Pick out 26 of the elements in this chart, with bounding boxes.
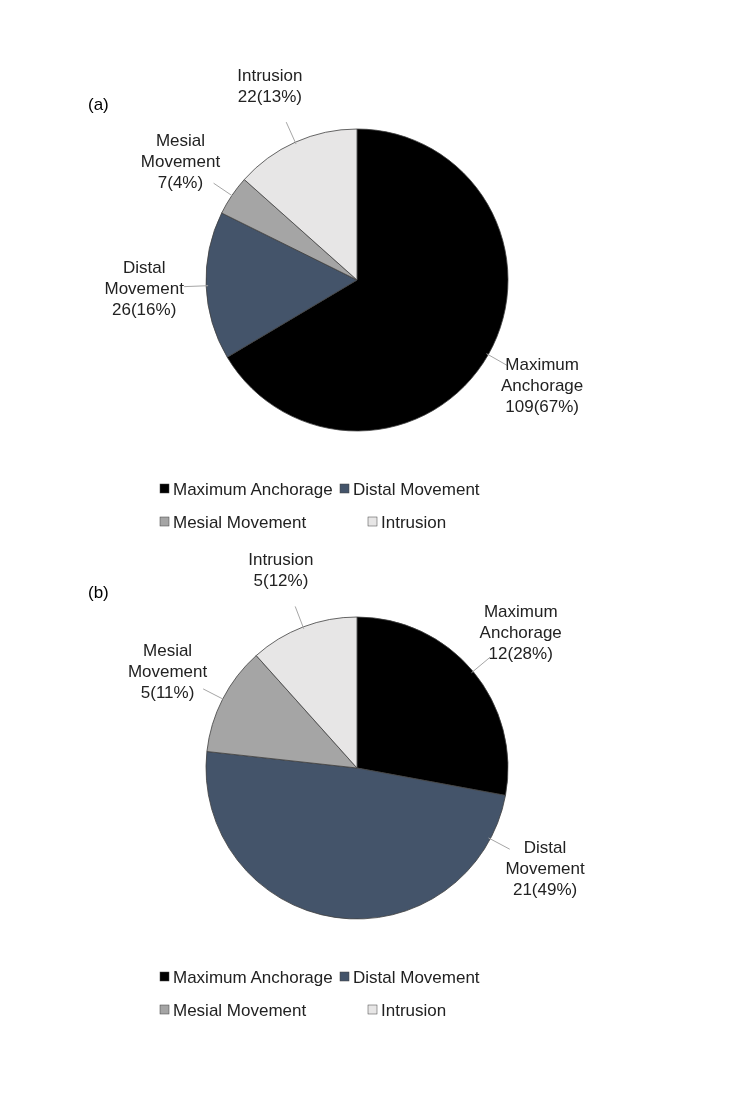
slice-label: Maximum Anchorage [479,601,562,642]
data-label: 5(12%) [253,570,309,590]
slice-label: Distal Movement [104,258,185,299]
data-label: 21(49%) [512,880,578,899]
slice-label: Distal Movement [505,838,586,878]
legend-label: Distal Movement [353,480,480,499]
legend-label: Intrusion [381,513,447,532]
slice-label: Mesial Movement [140,130,221,171]
slice-label: Intrusion [248,549,314,569]
data-label: 22(13%) [237,87,302,107]
legend-label: Mesial Movement [173,1001,307,1020]
slice-label: Mesial Movement [127,640,208,681]
text: (a) [88,95,109,114]
legend-label: Intrusion [381,1001,447,1020]
text: (b) [88,583,109,602]
legend-label: Mesial Movement [173,513,307,532]
legend-label: Distal Movement [353,968,480,987]
slice-label: Maximum Anchorage [501,355,584,396]
legend-label: Maximum Anchorage [173,480,333,499]
slice-label: Intrusion [237,66,303,86]
data-label: 12(28%) [488,643,553,663]
data-label: 26(16%) [112,300,177,320]
legend-label: Maximum Anchorage [173,968,333,987]
data-label: 5(11%) [140,682,195,702]
data-label: 109(67%) [505,397,579,417]
data-label: 7(4%) [157,172,204,192]
